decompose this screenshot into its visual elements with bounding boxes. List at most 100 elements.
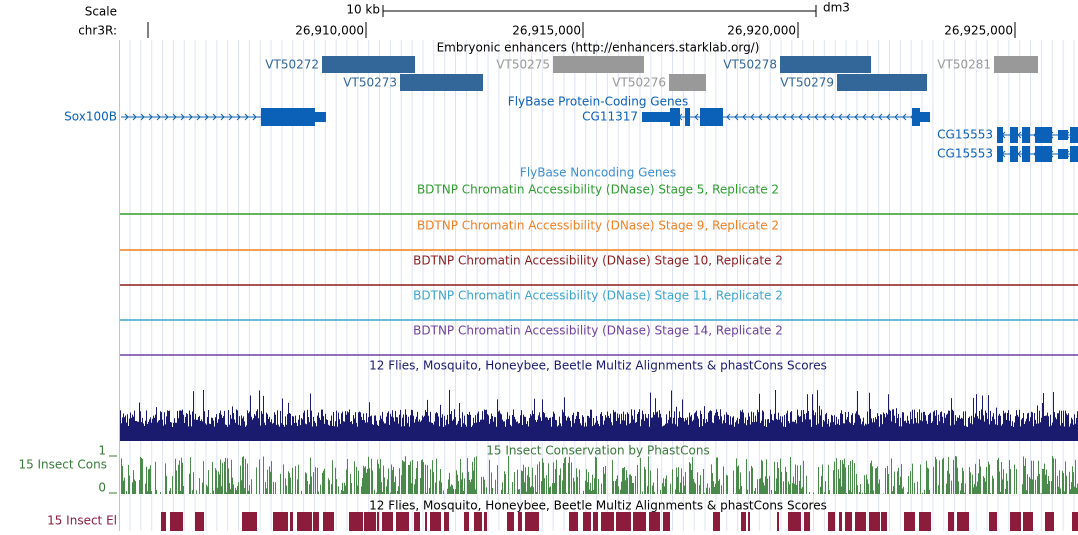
track-title: BDTNP Chromatin Accessibility (DNase) St… <box>417 183 779 197</box>
enhancer-label[interactable]: VT50279 <box>780 76 834 90</box>
gene-label[interactable]: CG15553 <box>937 128 993 142</box>
strand-arrow <box>124 113 129 121</box>
enhancer-feature[interactable] <box>322 56 415 73</box>
conserved-element <box>414 512 420 531</box>
conserved-element <box>904 512 915 531</box>
conserved-element <box>525 512 539 531</box>
conserved-element <box>1072 512 1078 531</box>
strand-arrow <box>172 113 177 121</box>
enhancer-label[interactable]: VT50273 <box>343 76 397 90</box>
conserved-element <box>989 512 997 531</box>
strand-arrow <box>886 113 891 121</box>
strand-arrow <box>204 113 209 121</box>
conserved-element <box>195 512 204 531</box>
conserved-element <box>881 512 887 531</box>
exon[interactable] <box>1022 146 1030 162</box>
exon[interactable] <box>315 112 326 122</box>
exon[interactable] <box>685 108 690 126</box>
enhancer-label[interactable]: VT50272 <box>265 58 319 72</box>
track-title: 12 Flies, Mosquito, Honeybee, Beetle Mul… <box>369 359 827 373</box>
conserved-element <box>748 512 750 531</box>
enhancer-label[interactable]: VT50275 <box>496 58 550 72</box>
position-label: 26,920,000 <box>727 24 796 38</box>
track-title: 12 Flies, Mosquito, Honeybee, Beetle Mul… <box>369 499 827 513</box>
exon[interactable] <box>1070 127 1078 143</box>
strand-arrow <box>830 113 835 121</box>
track-title: Embryonic enhancers (http://enhancers.st… <box>437 41 760 55</box>
gene-label[interactable]: Sox100B <box>64 110 117 124</box>
conserved-element <box>242 512 257 531</box>
strand-arrow <box>870 113 875 121</box>
strand-arrow <box>806 113 811 121</box>
exon[interactable] <box>1010 146 1018 162</box>
strand-arrow <box>782 113 787 121</box>
exon[interactable] <box>1070 146 1078 162</box>
conserved-element <box>828 512 835 531</box>
exon[interactable] <box>1022 127 1030 143</box>
conserved-element <box>349 512 363 531</box>
exon[interactable] <box>1035 127 1052 143</box>
exon[interactable] <box>642 112 670 122</box>
strand-arrow <box>164 113 169 121</box>
conserved-element <box>290 512 293 531</box>
track-title: FlyBase Protein-Coding Genes <box>508 95 688 109</box>
strand-arrow <box>140 113 145 121</box>
conserved-element <box>957 512 969 531</box>
track-title: FlyBase Noncoding Genes <box>520 166 676 180</box>
track-title: BDTNP Chromatin Accessibility (DNase) St… <box>413 289 783 303</box>
scale-length: 10 kb <box>346 3 380 17</box>
exon[interactable] <box>1010 127 1018 143</box>
enhancer-feature[interactable] <box>994 56 1038 73</box>
exon[interactable] <box>1058 130 1068 140</box>
enhancer-label[interactable]: VT50276 <box>612 76 666 90</box>
exon[interactable] <box>670 108 680 126</box>
enhancer-feature[interactable] <box>780 56 871 73</box>
strand-arrow <box>758 113 763 121</box>
conserved-element <box>313 512 319 531</box>
strand-arrow <box>902 113 907 121</box>
conserved-element <box>855 512 866 531</box>
track-label[interactable]: 15 Insect El <box>47 514 117 528</box>
gene-label[interactable]: CG15553 <box>937 147 993 161</box>
position-label: 26,910,000 <box>295 24 364 38</box>
strand-arrow <box>694 113 699 121</box>
scale-label: Scale <box>85 5 117 19</box>
conserved-element <box>364 512 376 531</box>
exon[interactable] <box>1035 146 1052 162</box>
enhancer-label[interactable]: VT50281 <box>937 58 991 72</box>
track-label[interactable]: 15 Insect Cons <box>18 458 107 472</box>
exon[interactable] <box>912 108 920 126</box>
conserved-element <box>633 512 646 531</box>
exon[interactable] <box>997 127 1003 143</box>
exon[interactable] <box>1058 149 1068 159</box>
position-label: 26,915,000 <box>512 24 581 38</box>
exon[interactable] <box>261 108 315 126</box>
conserved-element <box>297 512 312 531</box>
track-title: 15 Insect Conservation by PhastCons <box>486 444 709 458</box>
conserved-element <box>593 512 598 531</box>
exon[interactable] <box>920 112 930 122</box>
enhancer-feature[interactable] <box>669 74 706 91</box>
enhancer-feature[interactable] <box>400 74 483 91</box>
strand-arrow <box>798 113 803 121</box>
strand-arrow <box>188 113 193 121</box>
strand-arrow <box>854 113 859 121</box>
conserved-element <box>396 512 409 531</box>
conserved-element <box>377 512 379 531</box>
exon[interactable] <box>997 146 1003 162</box>
conserved-element <box>425 512 427 531</box>
conserved-element <box>649 512 660 531</box>
conserved-element <box>713 512 720 531</box>
exon[interactable] <box>700 108 723 126</box>
track-title: BDTNP Chromatin Accessibility (DNase) St… <box>417 219 779 233</box>
enhancer-feature[interactable] <box>837 74 927 91</box>
strand-arrow <box>894 113 899 121</box>
conserved-element <box>948 512 954 531</box>
enhancer-feature[interactable] <box>553 56 644 73</box>
gene-label[interactable]: CG11317 <box>582 110 638 124</box>
strand-arrow <box>822 113 827 121</box>
strand-arrow <box>156 113 161 121</box>
conserved-element <box>430 512 441 531</box>
enhancer-label[interactable]: VT50278 <box>723 58 777 72</box>
